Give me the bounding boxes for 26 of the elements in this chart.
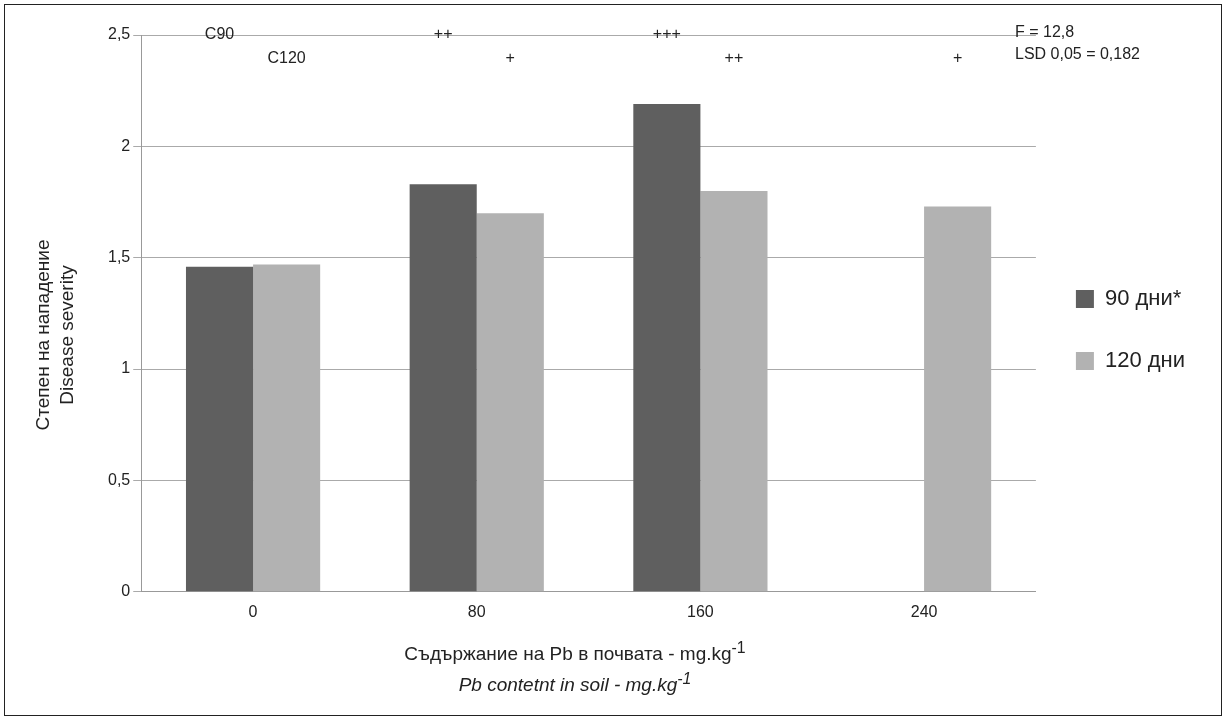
bar [185,266,254,592]
y-tick-label: 1 [121,359,131,377]
text: Съдържание на Pb в почвата - mg.kg$^{-1}$ Pb contetnt in soil - mg.kg$^{-1}$ [404,639,746,696]
bar [633,104,701,592]
annotation: +++ [652,25,681,43]
annotation: C120 [267,49,306,67]
y-tick-label: 0 [121,582,131,600]
legend-label: 90 дни* [1104,285,1182,311]
x-tick-label: 240 [910,602,938,620]
y-tick-label: 2,5 [107,25,131,43]
x-tick-label: 160 [687,602,714,620]
annotation: + [952,49,963,67]
annotation: C90 [204,25,235,43]
legend-label: 120 дни [1104,347,1185,373]
bar [409,184,477,592]
annotation: ++ [724,49,744,67]
y-tick-label: 2 [121,136,131,154]
x-tick-label: 80 [467,602,486,620]
annotation: + [505,49,515,67]
annotation: F = 12,8 [1015,22,1076,42]
y-tick-label: 0,5 [107,470,131,488]
x-tick-label: 0 [248,602,258,620]
y-axis-title: Степен на нападение Disease severity [31,239,78,431]
y-tick-label: 1,5 [107,248,131,266]
annotation: ++ [433,25,453,43]
annotation: LSD 0,05 = 0,182 [1015,44,1140,64]
